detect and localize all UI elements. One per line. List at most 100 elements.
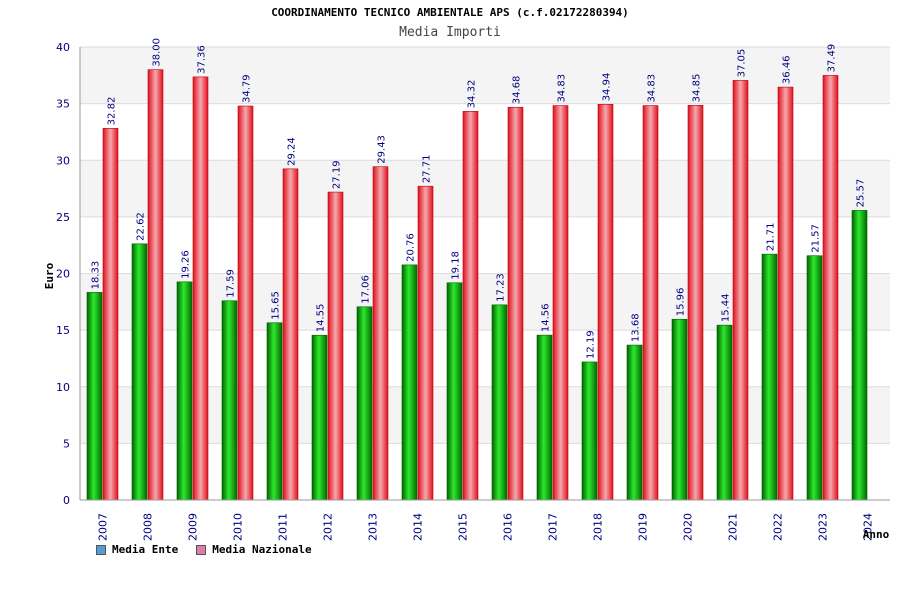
grid-band xyxy=(80,443,890,500)
bar-media-ente xyxy=(716,324,733,501)
data-label: 34.83 xyxy=(557,74,568,103)
data-label: 34.94 xyxy=(602,73,613,102)
bar-media-nazionale xyxy=(777,86,794,501)
data-label: 36.46 xyxy=(782,55,793,84)
y-tick-label: 0 xyxy=(63,494,70,507)
data-label: 27.19 xyxy=(332,160,343,189)
x-tick-label: 2011 xyxy=(277,513,290,541)
data-label: 32.82 xyxy=(107,97,118,126)
x-tick-label: 2015 xyxy=(457,513,470,541)
bar-media-ente xyxy=(761,253,778,501)
x-tick-label: 2023 xyxy=(817,513,830,541)
bar-media-ente xyxy=(806,255,823,501)
y-axis-label: Euro xyxy=(43,262,56,289)
bar-media-ente xyxy=(266,322,283,501)
bar-media-ente xyxy=(536,334,553,501)
x-tick-label: 2012 xyxy=(322,513,335,541)
value-labels: 18.33 32.82 22.62 38.00 19.26 37.36 17.59 34.79… xyxy=(91,38,867,359)
chart-title: COORDINAMENTO TECNICO AMBIENTALE APS (c.… xyxy=(271,6,629,19)
bar-media-nazionale xyxy=(687,105,704,501)
grid-bands xyxy=(80,47,890,500)
bar-media-ente xyxy=(446,282,463,501)
bar-media-ente xyxy=(131,243,148,501)
bar-media-ente xyxy=(356,306,373,501)
legend: Media Ente Media Nazionale xyxy=(96,543,312,556)
bar-media-nazionale xyxy=(237,105,254,501)
data-label: 15.96 xyxy=(676,288,687,317)
x-tick-label: 2018 xyxy=(592,513,605,541)
bar-media-nazionale xyxy=(192,76,209,501)
data-label: 13.68 xyxy=(631,313,642,342)
legend-swatch-media-ente xyxy=(96,544,106,555)
data-label: 19.18 xyxy=(451,251,462,280)
x-tick-label: 2019 xyxy=(637,513,650,541)
y-tick-label: 30 xyxy=(56,154,70,167)
grid-lines xyxy=(80,46,890,501)
x-tick-label: 2007 xyxy=(97,513,110,541)
bar-media-ente xyxy=(176,281,193,501)
data-label: 14.56 xyxy=(541,303,552,332)
legend-swatch-media-nazionale xyxy=(196,544,207,555)
x-tick-label: 2008 xyxy=(142,513,155,541)
bar-media-ente xyxy=(221,300,238,501)
data-label: 29.43 xyxy=(377,135,388,164)
data-label: 27.71 xyxy=(422,155,433,184)
data-label: 17.59 xyxy=(226,269,237,298)
data-label: 15.65 xyxy=(271,291,282,320)
legend-label-media-ente: Media Ente xyxy=(112,543,179,556)
x-axis-label: Anno xyxy=(863,528,890,541)
data-label: 22.62 xyxy=(136,212,147,241)
x-tick-label: 2017 xyxy=(547,513,560,541)
x-tick-label: 2022 xyxy=(772,513,785,541)
bar-media-ente xyxy=(86,292,103,501)
data-label: 25.57 xyxy=(856,179,867,208)
bar-media-nazionale xyxy=(147,69,164,501)
x-tick-label: 2010 xyxy=(232,513,245,541)
bar-media-ente xyxy=(671,318,688,501)
data-label: 29.24 xyxy=(287,137,298,166)
legend-item-media-ente: Media Ente xyxy=(96,543,178,556)
data-label: 21.71 xyxy=(766,222,777,251)
grid-band xyxy=(80,103,890,161)
data-label: 34.68 xyxy=(512,76,523,105)
data-label: 34.32 xyxy=(467,80,478,109)
bar-media-ente xyxy=(491,304,508,501)
grid-band xyxy=(80,330,890,387)
bar-media-nazionale xyxy=(327,191,344,501)
y-tick-label: 5 xyxy=(63,437,70,450)
data-label: 19.26 xyxy=(181,250,192,279)
grid-band xyxy=(80,386,890,444)
grid-band xyxy=(80,47,890,104)
bar-media-ente xyxy=(581,361,598,501)
data-label: 34.79 xyxy=(242,74,253,103)
x-tick-label: 2021 xyxy=(727,513,740,541)
data-label: 20.76 xyxy=(406,233,417,262)
y-tick-label: 15 xyxy=(56,324,70,337)
y-tick-label: 10 xyxy=(56,381,70,394)
data-label: 37.05 xyxy=(737,49,748,78)
chart-subtitle: Media Importi xyxy=(399,25,501,40)
bar-media-nazionale xyxy=(552,105,569,501)
bar-media-nazionale xyxy=(417,185,434,501)
grid-band xyxy=(80,273,890,331)
data-label: 17.06 xyxy=(361,275,372,304)
bar-media-nazionale xyxy=(372,166,389,501)
data-label: 38.00 xyxy=(152,38,163,67)
bars-group xyxy=(86,69,868,501)
data-label: 12.19 xyxy=(586,330,597,359)
bar-media-ente xyxy=(851,210,868,501)
bar-media-nazionale xyxy=(507,106,524,501)
y-tick-label: 25 xyxy=(56,211,70,224)
bar-media-nazionale xyxy=(822,75,839,501)
y-tick-label: 20 xyxy=(56,268,70,281)
bar-media-nazionale xyxy=(462,111,479,501)
data-label: 37.36 xyxy=(197,45,208,74)
grid-band xyxy=(80,160,890,217)
legend-label-media-nazionale: Media Nazionale xyxy=(212,543,312,556)
data-label: 37.49 xyxy=(827,44,838,73)
data-label: 21.57 xyxy=(811,224,822,253)
axes: 0 5 10 15 20 25 30 35 40 2007 2008 2009 2010 2011 2012… xyxy=(56,41,890,541)
y-tick-label: 35 xyxy=(56,98,70,111)
x-tick-label: 2016 xyxy=(502,513,515,541)
